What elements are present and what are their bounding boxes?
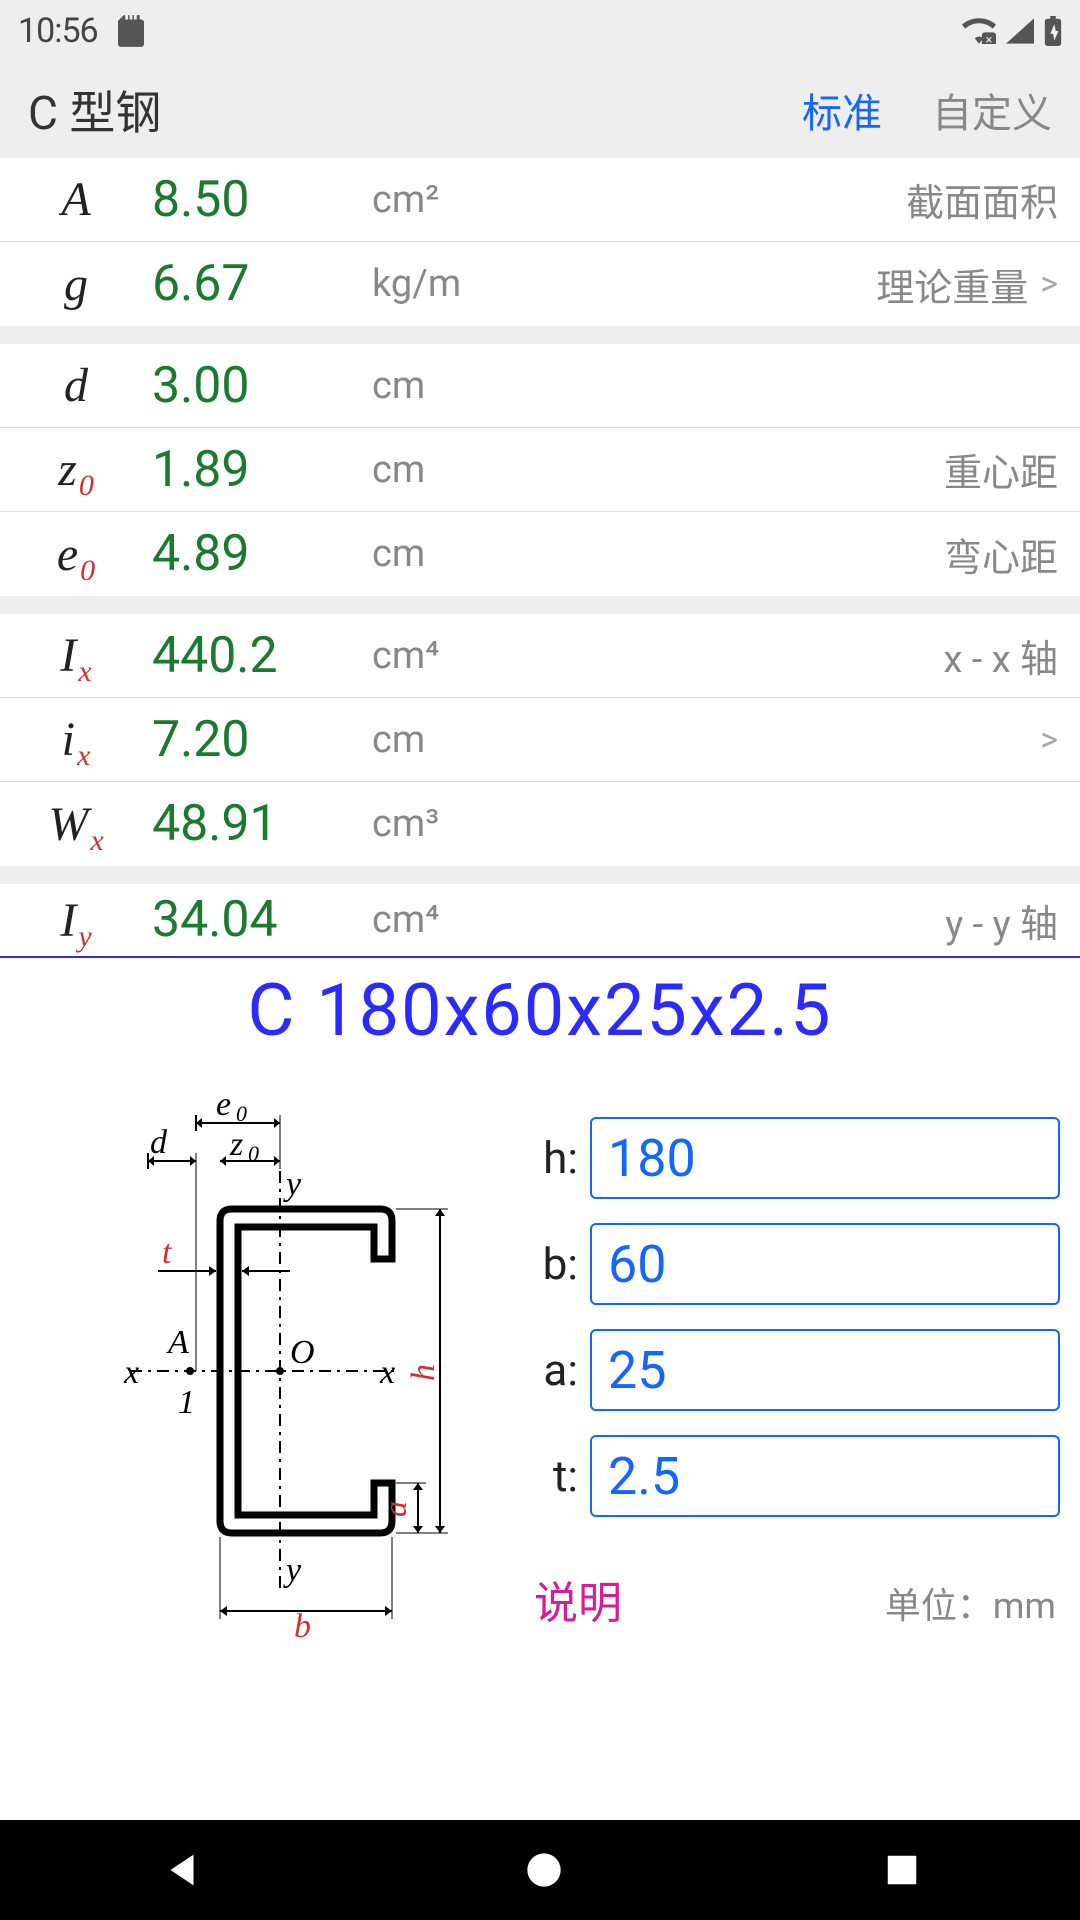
input-label-t: t: xyxy=(520,1450,590,1502)
svg-text:0: 0 xyxy=(236,1101,247,1126)
sd-card-icon xyxy=(118,15,144,47)
chevron-right-icon: > xyxy=(1040,720,1058,760)
unit-ix: cm xyxy=(372,718,1028,762)
nav-back-icon[interactable] xyxy=(159,1847,205,1893)
input-t[interactable]: 2.5 xyxy=(590,1435,1060,1517)
result-row-g[interactable]: g 6.67 kg/m 理论重量 > xyxy=(0,242,1080,326)
input-a[interactable]: 25 xyxy=(590,1329,1060,1411)
status-time: 10:56 xyxy=(18,11,98,51)
input-label-b: b: xyxy=(520,1238,590,1290)
symbol-A: A xyxy=(0,172,152,227)
result-row-Wx: Wx 48.91 cm³ xyxy=(0,782,1080,866)
unit-A: cm² xyxy=(372,178,906,222)
input-row-t: t: 2.5 xyxy=(520,1435,1060,1517)
results-list: A 8.50 cm² 截面面积 g 6.67 kg/m 理论重量 > d 3.0… xyxy=(0,158,1080,956)
symbol-Iy: Iy xyxy=(0,893,152,948)
result-row-d: d 3.00 cm xyxy=(0,344,1080,428)
input-b[interactable]: 60 xyxy=(590,1223,1060,1305)
lower-section: x x y y O A 1 d xyxy=(0,1061,1080,1820)
value-d: 3.00 xyxy=(152,357,372,415)
input-h[interactable]: 180 xyxy=(590,1117,1060,1199)
note-button[interactable]: 说明 xyxy=(534,1567,622,1631)
svg-text:h: h xyxy=(405,1364,442,1381)
result-row-Ix: Ix 440.2 cm⁴ x - x 轴 xyxy=(0,614,1080,698)
value-Iy: 34.04 xyxy=(152,891,372,949)
symbol-Ix: Ix xyxy=(0,628,152,683)
input-label-a: a: xyxy=(520,1344,590,1396)
result-row-z0: z0 1.89 cm 重心距 xyxy=(0,428,1080,512)
result-row-Iy: Iy 34.04 cm⁴ y - y 轴 xyxy=(0,884,1080,956)
symbol-g: g xyxy=(0,257,152,312)
svg-text:t: t xyxy=(162,1234,173,1271)
svg-text:a: a xyxy=(377,1501,413,1517)
symbol-z0: z0 xyxy=(0,442,152,497)
status-bar: 10:56 × xyxy=(0,0,1080,62)
svg-text:y: y xyxy=(283,1552,302,1589)
android-nav-bar xyxy=(0,1820,1080,1920)
label-Ix: x - x 轴 xyxy=(944,628,1058,683)
value-Ix: 440.2 xyxy=(152,627,372,685)
unit-g: kg/m xyxy=(372,262,876,306)
symbol-ix: ix xyxy=(0,712,152,767)
value-Wx: 48.91 xyxy=(152,795,372,853)
svg-text:d: d xyxy=(150,1124,168,1161)
result-row-ix[interactable]: ix 7.20 cm > xyxy=(0,698,1080,782)
input-row-a: a: 25 xyxy=(520,1329,1060,1411)
unit-e0: cm xyxy=(372,532,944,576)
unit-Iy: cm⁴ xyxy=(372,898,945,942)
battery-charging-icon xyxy=(1044,16,1062,46)
svg-text:b: b xyxy=(294,1608,311,1641)
designation-text: C 180x60x25x2.5 xyxy=(0,968,1080,1053)
value-ix: 7.20 xyxy=(152,711,372,769)
svg-text:x: x xyxy=(123,1354,139,1391)
designation-bar: C 180x60x25x2.5 xyxy=(0,958,1080,1061)
result-row-e0: e0 4.89 cm 弯心距 xyxy=(0,512,1080,596)
label-e0: 弯心距 xyxy=(944,527,1058,582)
unit-z0: cm xyxy=(372,448,944,492)
app-header: C 型钢 标准 自定义 xyxy=(0,62,1080,158)
result-row-A: A 8.50 cm² 截面面积 xyxy=(0,158,1080,242)
nav-recent-icon[interactable] xyxy=(883,1851,921,1889)
unit-Wx: cm³ xyxy=(372,802,1058,846)
value-g: 6.67 xyxy=(152,255,372,313)
value-A: 8.50 xyxy=(152,171,372,229)
chevron-right-icon: > xyxy=(1040,264,1058,304)
symbol-Wx: Wx xyxy=(0,797,152,852)
symbol-e0: e0 xyxy=(0,527,152,582)
svg-text:x: x xyxy=(379,1354,395,1391)
value-z0: 1.89 xyxy=(152,441,372,499)
svg-text:×: × xyxy=(986,33,993,44)
svg-text:z: z xyxy=(229,1126,243,1163)
signal-icon xyxy=(1006,18,1034,44)
wifi-icon: × xyxy=(962,18,996,44)
label-Iy: y - y 轴 xyxy=(945,893,1058,948)
svg-text:0: 0 xyxy=(248,1141,259,1166)
svg-text:O: O xyxy=(290,1334,315,1371)
label-A: 截面面积 xyxy=(906,172,1058,227)
svg-text:1: 1 xyxy=(178,1384,195,1421)
unit-d: cm xyxy=(372,364,1058,408)
unit-Ix: cm⁴ xyxy=(372,634,944,678)
page-title: C 型钢 xyxy=(28,77,161,143)
unit-note: 单位：mm xyxy=(885,1577,1056,1629)
nav-home-icon[interactable] xyxy=(524,1850,564,1890)
svg-text:e: e xyxy=(216,1086,231,1123)
inputs-column: h: 180 b: 60 a: 25 t: 2.5 说明 单位：mm xyxy=(520,1061,1060,1820)
section-diagram: x x y y O A 1 d xyxy=(0,1061,520,1820)
symbol-d: d xyxy=(0,358,152,413)
input-row-h: h: 180 xyxy=(520,1117,1060,1199)
value-e0: 4.89 xyxy=(152,525,372,583)
svg-text:A: A xyxy=(166,1324,189,1361)
input-row-b: b: 60 xyxy=(520,1223,1060,1305)
svg-text:y: y xyxy=(283,1166,302,1203)
tab-standard[interactable]: 标准 xyxy=(802,81,882,139)
tab-custom[interactable]: 自定义 xyxy=(932,81,1052,139)
label-g: 理论重量 xyxy=(876,257,1028,312)
input-label-h: h: xyxy=(520,1132,590,1184)
label-z0: 重心距 xyxy=(944,442,1058,497)
